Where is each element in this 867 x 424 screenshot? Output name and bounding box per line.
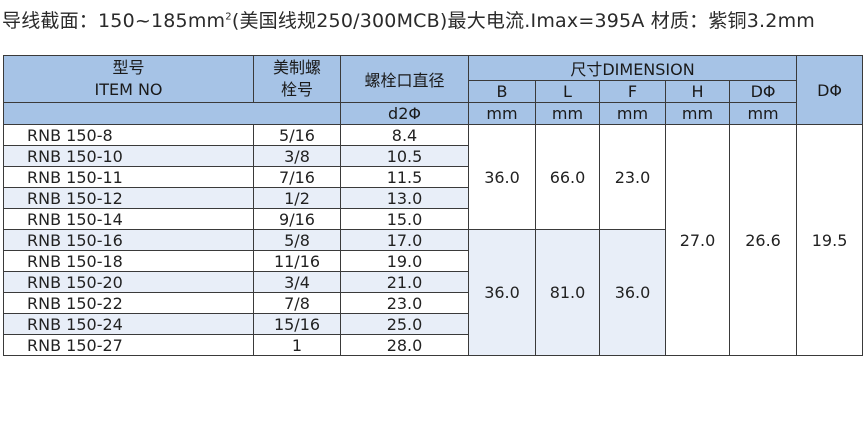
cell-shared-h: 27.0	[665, 124, 730, 356]
header-col-b: B	[468, 80, 536, 103]
header-model-cn: 型号	[112, 58, 145, 77]
cell-shared-d1: 26.6	[728, 124, 798, 356]
header-unit-d1: mm	[728, 102, 798, 125]
header-unit-f: mm	[599, 102, 666, 125]
header-col-f: F	[599, 80, 666, 103]
cell-item: RNB 150-11	[3, 166, 254, 188]
table-row: RNB 150-12 1/2 13.0	[3, 187, 863, 209]
cell-thread: 11/16	[253, 250, 341, 272]
heading-suffix: (美国线规250/300MCB)最大电流.Imax=395A 材质：紫铜3.2m…	[231, 10, 815, 32]
cell-item: RNB 150-16	[3, 229, 254, 251]
cell-item: RNB 150-8	[3, 124, 254, 146]
cell-d2: 17.0	[340, 229, 469, 251]
cell-item: RNB 150-20	[3, 271, 254, 293]
cell-thread: 9/16	[253, 208, 341, 230]
cell-thread: 7/16	[253, 166, 341, 188]
cell-d2: 25.0	[340, 313, 469, 335]
cell-item: RNB 150-18	[3, 250, 254, 272]
header-unit-h: mm	[665, 102, 730, 125]
header-unit-b: mm	[468, 102, 536, 125]
cell-d2: 28.0	[340, 334, 469, 356]
cell-item: RNB 150-22	[3, 292, 254, 314]
header-bolt-dia: 螺栓口直径	[340, 55, 469, 103]
cell-group1-b: 36.0	[468, 124, 536, 230]
cell-thread: 15/16	[253, 313, 341, 335]
header-row-3: d2Φ mm mm mm mm mm	[3, 102, 863, 125]
spec-heading: 导线截面：150~185mm2(美国线规250/300MCB)最大电流.Imax…	[2, 6, 815, 33]
heading-superscript: 2	[225, 11, 232, 23]
table-row: RNB 150-11 7/16 11.5	[3, 166, 863, 188]
cell-thread: 5/8	[253, 229, 341, 251]
cell-thread: 1/2	[253, 187, 341, 209]
cell-group2-b: 36.0	[468, 229, 536, 356]
cell-d2: 21.0	[340, 271, 469, 293]
cell-d2: 8.4	[340, 124, 469, 146]
cell-group1-f: 23.0	[599, 124, 666, 230]
header-col-l: L	[535, 80, 600, 103]
header-dimension: 尺寸DIMENSION	[467, 55, 798, 81]
cell-d2: 19.0	[340, 250, 469, 272]
header-row-2: B L F H DΦ	[4, 80, 863, 103]
table-row: RNB 150-27 1 28.0	[3, 334, 863, 356]
cell-item: RNB 150-12	[3, 187, 254, 209]
header-model: 型号 ITEM NO	[3, 55, 254, 103]
cell-group1-l: 66.0	[535, 124, 600, 230]
header-model-en: ITEM NO	[94, 80, 163, 99]
cell-item: RNB 150-27	[3, 334, 254, 356]
cell-item: RNB 150-24	[3, 313, 254, 335]
cell-group2-l: 81.0	[535, 229, 600, 356]
heading-prefix: 导线截面：150~185mm	[2, 10, 226, 32]
table-row: RNB 150-24 15/16 25.0	[3, 313, 863, 335]
header-col-d1: DΦ	[728, 80, 798, 103]
header-us-thread: 美制螺 栓号	[253, 55, 341, 103]
cell-thread: 7/8	[253, 292, 341, 314]
header-col-h: H	[665, 80, 730, 103]
table-row: RNB 150-8 5/16 8.4 36.0 66.0 23.0 27.0 26.6 19.5	[3, 124, 864, 356]
cell-d2: 13.0	[340, 187, 469, 209]
cell-item: RNB 150-14	[3, 208, 254, 230]
cell-shared-d2: 19.5	[796, 124, 864, 356]
header-units-blank	[3, 102, 341, 125]
cell-group2-f: 36.0	[599, 229, 666, 356]
cell-thread: 5/16	[253, 124, 341, 146]
header-unit-l: mm	[535, 102, 600, 125]
cell-d2: 10.5	[340, 145, 469, 167]
cell-thread: 3/4	[253, 271, 341, 293]
cell-d2: 15.0	[340, 208, 469, 230]
cell-thread: 1	[253, 334, 341, 356]
cell-d2: 23.0	[340, 292, 469, 314]
cell-thread: 3/8	[253, 145, 341, 167]
spec-table: 型号 ITEM NO 美制螺 栓号 螺栓口直径 尺寸DIMENSION DΦ B…	[3, 55, 864, 356]
header-col-d2: DΦ	[796, 55, 864, 125]
cell-d2: 11.5	[340, 166, 469, 188]
header-us-thread-line2: 栓号	[280, 80, 313, 99]
header-bolt-dia-symbol: d2Φ	[340, 102, 469, 125]
table-row: RNB 150-22 7/8 23.0	[3, 292, 863, 314]
cell-item: RNB 150-10	[3, 145, 254, 167]
header-us-thread-line1: 美制螺	[272, 58, 321, 77]
header-row-1: 型号 ITEM NO 美制螺 栓号 螺栓口直径 尺寸DIMENSION DΦ	[3, 55, 864, 125]
